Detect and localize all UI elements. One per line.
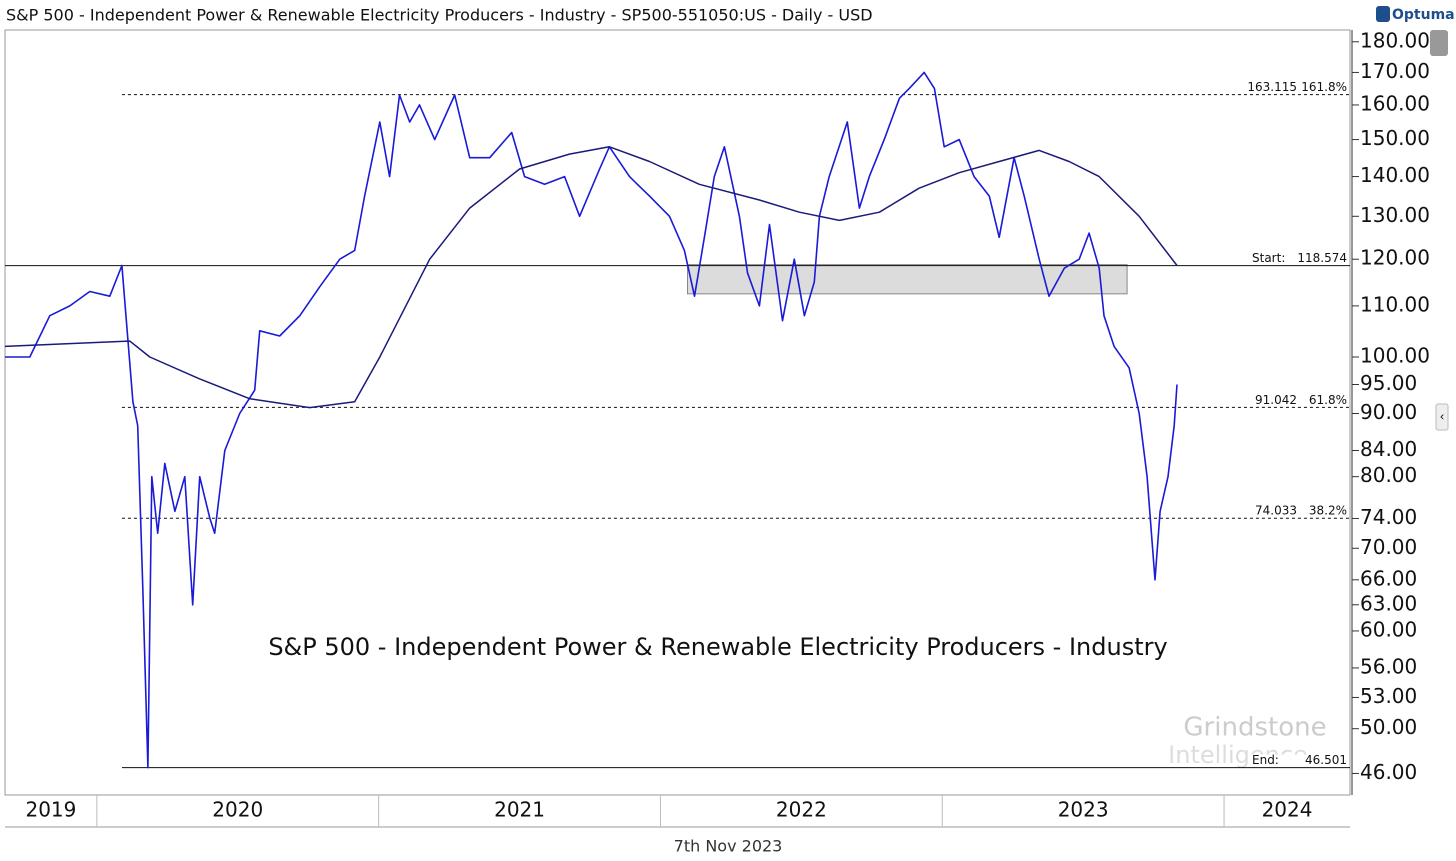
level-label: Start: [1252, 251, 1285, 265]
y-tick-label: 53.00 [1360, 684, 1417, 708]
y-tick-label: 63.00 [1360, 591, 1417, 615]
y-tick-label: 120.00 [1360, 246, 1430, 270]
y-tick-label: 160.00 [1360, 91, 1430, 115]
y-tick-label: 100.00 [1360, 343, 1430, 367]
collapse-arrow: ‹ [1440, 410, 1445, 424]
y-tick-label: 180.00 [1360, 28, 1430, 52]
level-label: 61.8% [1309, 393, 1347, 407]
y-tick-label: 140.00 [1360, 163, 1430, 187]
collapse-handle[interactable] [1435, 403, 1449, 431]
x-tick-label: 2022 [776, 798, 827, 822]
level-value: 91.042 [1255, 393, 1297, 407]
y-tick-label: 150.00 [1360, 126, 1430, 150]
x-tick-label: 2021 [494, 798, 545, 822]
moving-average [4, 146, 1178, 409]
level-label-bg [1238, 81, 1348, 94]
chart-title: S&P 500 - Independent Power & Renewable … [6, 6, 873, 25]
y-tick-label: 170.00 [1360, 59, 1430, 83]
logo: Optuma [1392, 7, 1455, 23]
level-label: 161.8% [1301, 80, 1347, 94]
y-tick-label: 60.00 [1360, 617, 1417, 641]
level-label-bg [1248, 754, 1348, 767]
y-tick-label: 95.00 [1360, 371, 1417, 395]
annotation: S&P 500 - Independent Power & Renewable … [268, 633, 1167, 661]
level-value: 163.115 [1247, 80, 1297, 94]
x-tick-label: 2024 [1262, 798, 1313, 822]
price-line [5, 71, 1178, 769]
level-value: 46.501 [1305, 753, 1347, 767]
x-tick-label: 2023 [1058, 798, 1109, 822]
date-label: 7th Nov 2023 [674, 837, 783, 856]
y-tick-label: 80.00 [1360, 463, 1417, 487]
plot-frame [4, 29, 1351, 796]
y-tick-label: 46.00 [1360, 760, 1417, 784]
x-tick-label: 2019 [25, 798, 76, 822]
y-tick-label: 56.00 [1360, 654, 1417, 678]
level-label: End: [1252, 753, 1279, 767]
y-tick-label: 66.00 [1360, 566, 1417, 590]
logo-icon [1376, 6, 1390, 22]
watermark: Grindstone [1183, 713, 1326, 743]
lock-icon [1430, 30, 1448, 56]
level-value: 118.574 [1297, 251, 1347, 265]
level-label-bg [1238, 394, 1348, 407]
level-label-bg [1248, 252, 1348, 265]
y-tick-label: 90.00 [1360, 400, 1417, 424]
level-label: 38.2% [1309, 504, 1347, 518]
level-value: 74.033 [1255, 504, 1297, 518]
y-tick-label: 50.00 [1360, 715, 1417, 739]
y-tick-label: 70.00 [1360, 535, 1417, 559]
y-tick-label: 74.00 [1360, 505, 1417, 529]
y-tick-label: 110.00 [1360, 292, 1430, 316]
x-tick-label: 2020 [212, 798, 263, 822]
level-label-bg [1238, 505, 1348, 518]
y-tick-label: 84.00 [1360, 437, 1417, 461]
y-tick-label: 130.00 [1360, 203, 1430, 227]
